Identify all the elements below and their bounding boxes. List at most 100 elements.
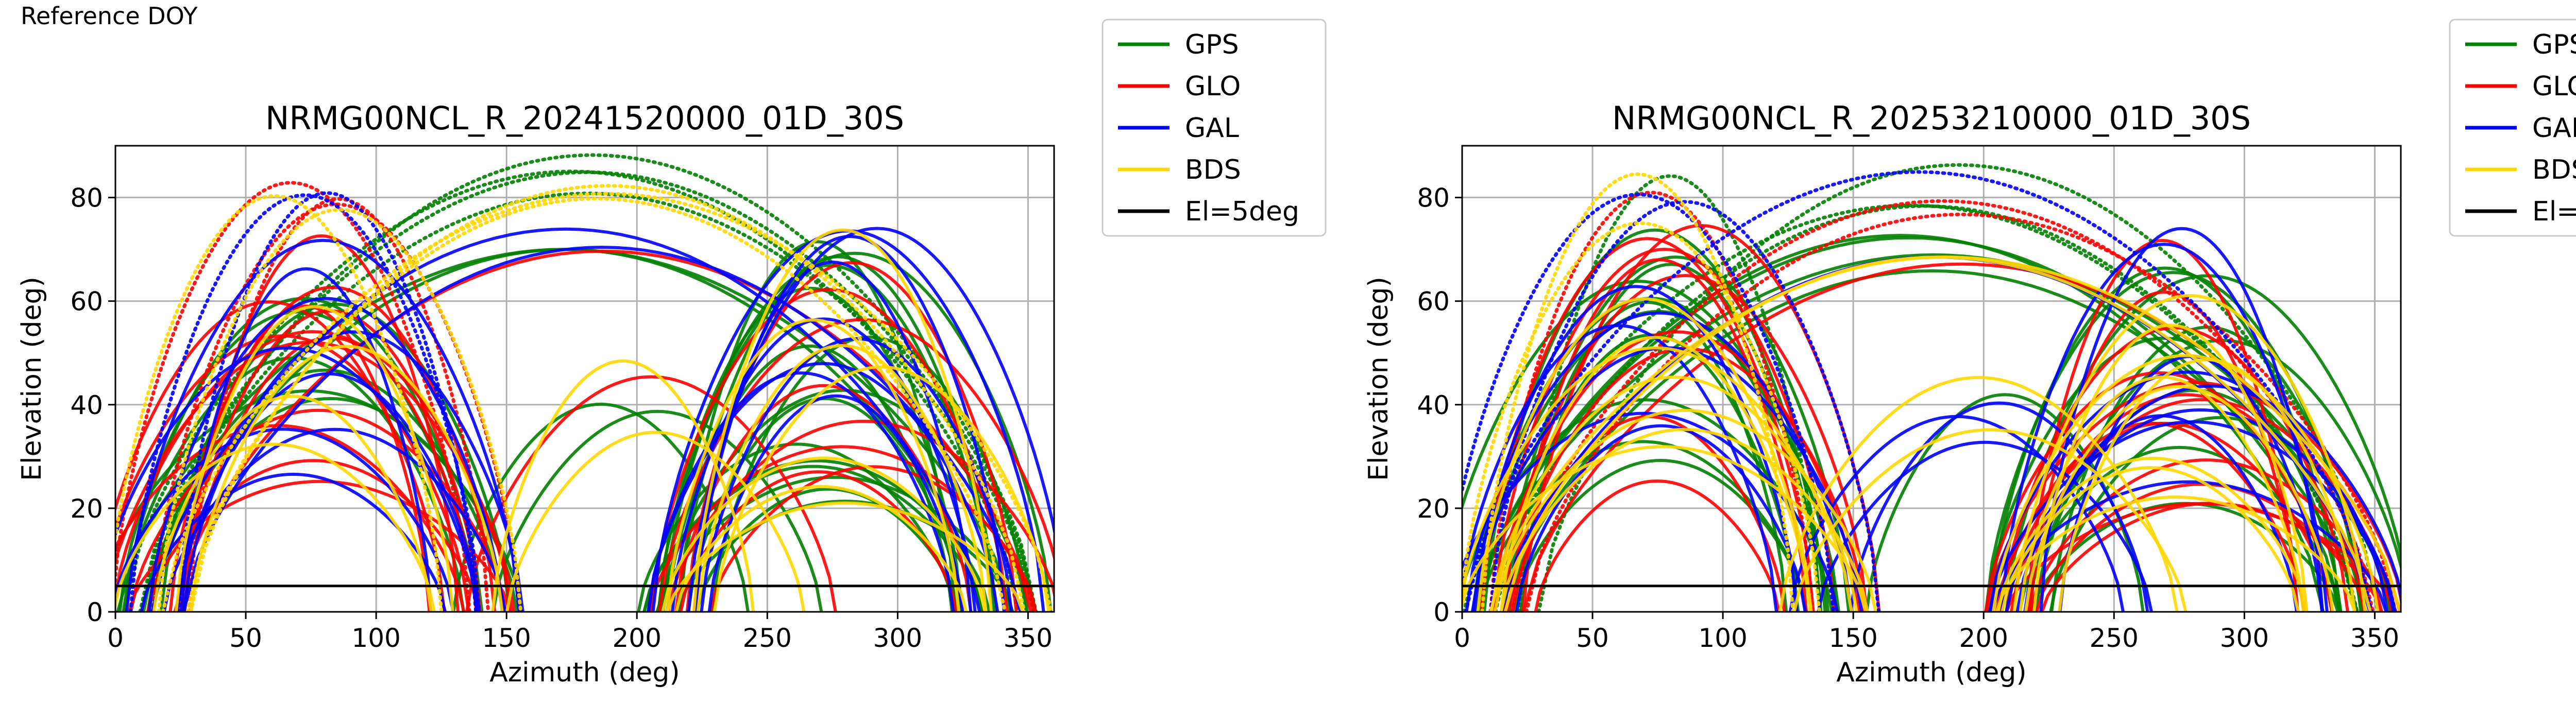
glo-track bbox=[679, 470, 958, 612]
bds-track bbox=[2024, 385, 2334, 612]
glo-track bbox=[1534, 479, 1781, 612]
x-tick-label: 300 bbox=[873, 623, 922, 653]
glo-track bbox=[650, 288, 1009, 612]
bds-track bbox=[692, 228, 993, 612]
bds-track bbox=[666, 318, 961, 612]
y-axis-label: Elevation (deg) bbox=[16, 277, 47, 481]
legend-label: GPS bbox=[1185, 29, 1239, 60]
y-tick-label: 20 bbox=[1417, 494, 1450, 524]
glo-track bbox=[1480, 237, 1815, 612]
bds-track bbox=[674, 485, 968, 612]
y-tick-label: 60 bbox=[1417, 287, 1450, 317]
glo-track bbox=[1502, 273, 1869, 612]
legend-box bbox=[1101, 19, 1327, 237]
bds-track bbox=[1489, 375, 1858, 612]
gal-track bbox=[1488, 200, 1881, 612]
x-tick-label: 350 bbox=[2350, 623, 2399, 653]
glo-track bbox=[115, 181, 471, 612]
legend: GPS GLO GAL BDS El=5deg bbox=[1101, 19, 1327, 237]
legend: GPS GLO GAL BDS El=5deg bbox=[2449, 19, 2576, 237]
gal-track bbox=[2000, 243, 2329, 612]
bds-track bbox=[1995, 495, 2357, 612]
glo-track bbox=[115, 340, 516, 612]
bds-track bbox=[1996, 456, 2309, 612]
legend-label: GLO bbox=[1185, 71, 1241, 102]
x-tick-label: 300 bbox=[2220, 623, 2269, 653]
x-axis-label: Azimuth (deg) bbox=[489, 657, 680, 688]
gal-track bbox=[1462, 324, 1778, 612]
bds-track bbox=[1792, 428, 2188, 612]
legend-label: GAL bbox=[2532, 113, 2576, 144]
y-axis-label: Elevation (deg) bbox=[1363, 277, 1394, 481]
y-tick-label: 0 bbox=[1433, 597, 1450, 627]
bds-track bbox=[1462, 445, 1868, 612]
gal-track bbox=[125, 238, 521, 612]
legend-label: BDS bbox=[2532, 155, 2576, 185]
glo-track bbox=[465, 375, 837, 612]
gal-track bbox=[1462, 193, 1835, 612]
gal-track bbox=[180, 267, 433, 612]
satellite-tracks bbox=[1462, 163, 2401, 612]
chart-panel-1: 0 50 100 150 200 250 300 350 0 20 40 60 80 NRMG00NCL_… bbox=[16, 19, 1327, 688]
x-tick-label: 50 bbox=[229, 623, 262, 653]
bds-track bbox=[1499, 427, 1869, 612]
x-axis-label: Azimuth (deg) bbox=[1836, 657, 2026, 688]
chart-title: NRMG00NCL_R_20241520000_01D_30S bbox=[265, 99, 904, 137]
bds-track bbox=[115, 194, 444, 612]
x-tick-label: 0 bbox=[1454, 623, 1470, 653]
x-tick-label: 100 bbox=[351, 623, 400, 653]
y-tick-label: 40 bbox=[70, 390, 103, 420]
bds-track bbox=[2032, 323, 2309, 612]
glo-track bbox=[2029, 458, 2383, 612]
gal-track bbox=[707, 394, 964, 612]
bds-track bbox=[2001, 466, 2300, 612]
gal-track bbox=[2039, 227, 2324, 612]
x-tick-label: 0 bbox=[107, 623, 124, 653]
gal-track bbox=[646, 362, 999, 612]
gal-track bbox=[687, 227, 1054, 612]
y-tick-label: 20 bbox=[70, 494, 103, 524]
bds-track bbox=[2012, 294, 2367, 612]
bds-track bbox=[666, 501, 1025, 612]
axes-frame bbox=[1461, 145, 2402, 613]
gal-track bbox=[182, 246, 1022, 612]
chart-panel-2: 0 50 100 150 200 250 300 350 0 20 40 60 80 NRMG00NCL_… bbox=[1363, 19, 2576, 688]
gps-track bbox=[147, 153, 1038, 612]
x-tick-label: 100 bbox=[1698, 623, 1747, 653]
reference-doy-label: Reference DOY bbox=[21, 2, 198, 30]
x-tick-label: 200 bbox=[613, 623, 662, 653]
bds-track bbox=[713, 365, 1050, 612]
bds-track bbox=[491, 359, 755, 612]
x-tick-label: 250 bbox=[743, 623, 792, 653]
gal-track bbox=[177, 191, 478, 612]
gps-track bbox=[637, 442, 956, 612]
y-tick-label: 80 bbox=[70, 183, 103, 213]
bds-track bbox=[1462, 221, 1821, 612]
glo-track bbox=[1524, 212, 2398, 612]
x-tick-label: 150 bbox=[1828, 623, 1877, 653]
x-tick-label: 150 bbox=[482, 623, 531, 653]
bds-track bbox=[161, 192, 1053, 612]
gps-track bbox=[678, 255, 997, 612]
bds-track bbox=[157, 208, 523, 612]
gps-track bbox=[1478, 440, 1808, 612]
bds-track bbox=[115, 442, 436, 612]
glo-track bbox=[1986, 381, 2401, 612]
gal-track bbox=[1464, 170, 2374, 612]
chart-title: NRMG00NCL_R_20253210000_01D_30S bbox=[1612, 99, 2251, 137]
satellite-tracks bbox=[115, 153, 1054, 612]
bds-track bbox=[189, 184, 1026, 612]
legend-label: GLO bbox=[2532, 71, 2576, 102]
gal-track bbox=[128, 193, 481, 612]
legend-label: El=5deg bbox=[2532, 196, 2576, 227]
bds-track bbox=[1778, 375, 2179, 612]
gps-track bbox=[492, 409, 823, 612]
legend-label: GAL bbox=[1185, 113, 1239, 144]
legend-label: BDS bbox=[1185, 155, 1241, 185]
x-tick-label: 50 bbox=[1576, 623, 1609, 653]
y-tick-label: 80 bbox=[1417, 183, 1450, 213]
bds-track bbox=[1476, 297, 1813, 612]
axes-frame bbox=[114, 145, 1055, 613]
bds-track bbox=[1499, 336, 1812, 612]
